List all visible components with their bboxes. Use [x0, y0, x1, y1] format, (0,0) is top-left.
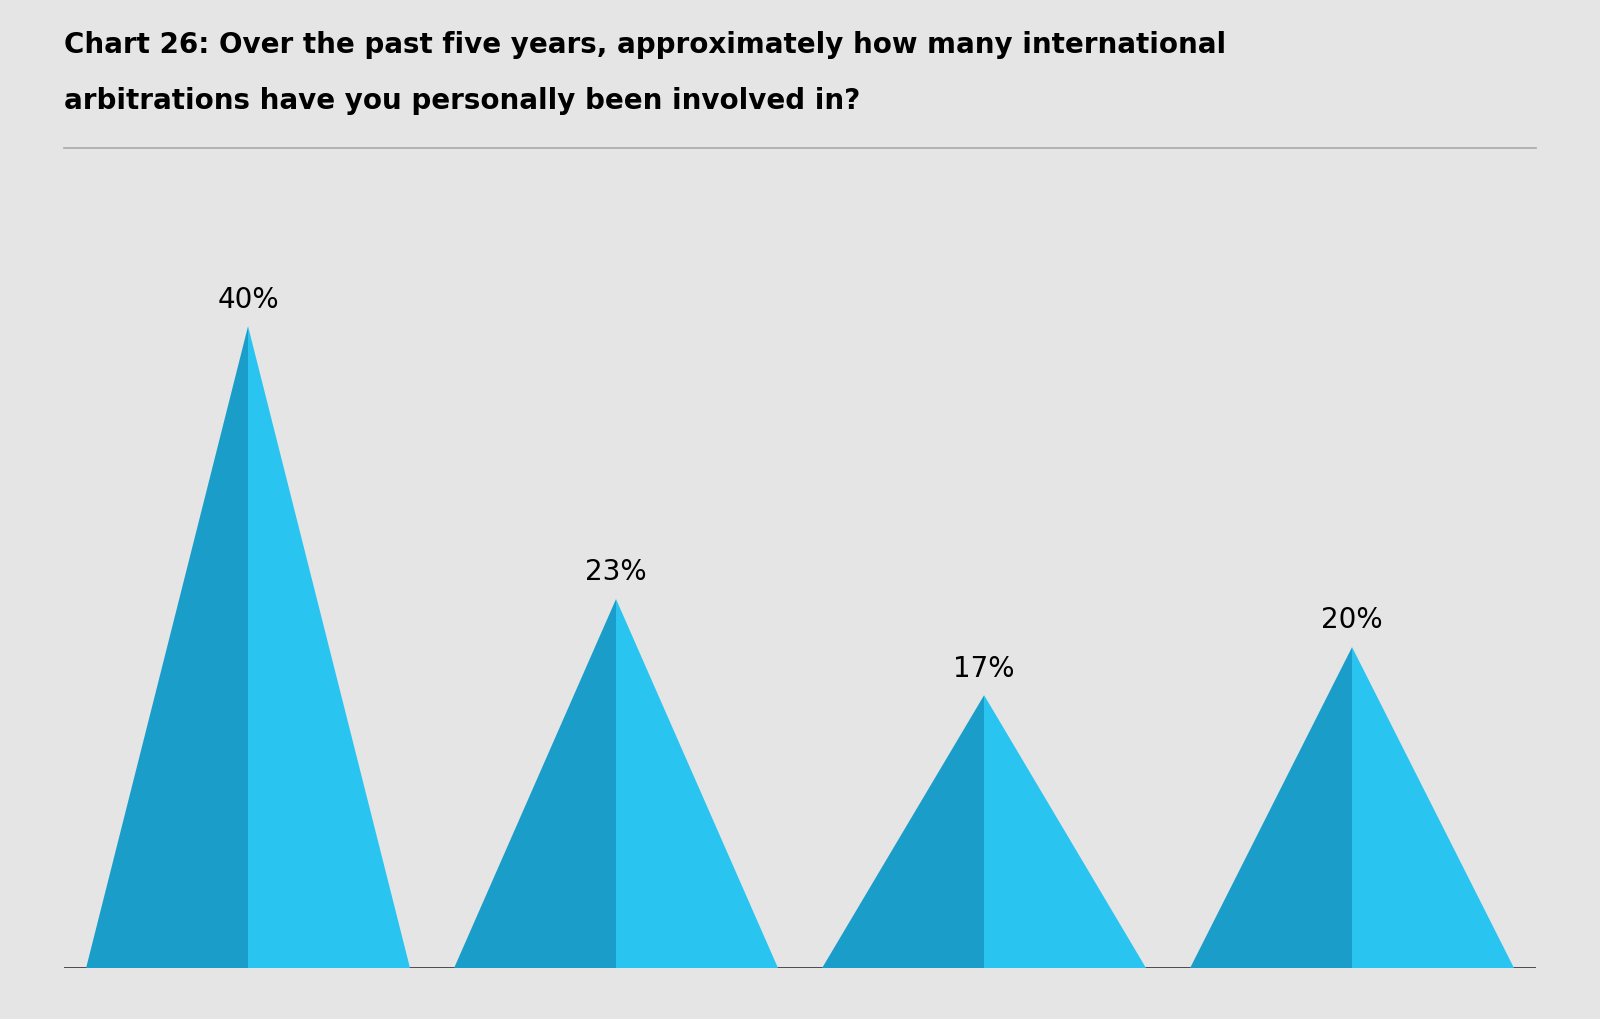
Text: 23%: 23% [586, 558, 646, 586]
Polygon shape [1352, 647, 1514, 968]
Polygon shape [86, 326, 248, 968]
Polygon shape [984, 695, 1146, 968]
Polygon shape [454, 599, 616, 968]
Text: 20%: 20% [1322, 606, 1382, 635]
Polygon shape [822, 695, 984, 968]
Polygon shape [1190, 647, 1352, 968]
Polygon shape [616, 599, 778, 968]
Text: 17%: 17% [954, 654, 1014, 683]
Polygon shape [248, 326, 410, 968]
Text: arbitrations have you personally been involved in?: arbitrations have you personally been in… [64, 87, 861, 114]
Text: Chart 26: Over the past five years, approximately how many international: Chart 26: Over the past five years, appr… [64, 31, 1226, 58]
Text: 40%: 40% [218, 285, 278, 314]
